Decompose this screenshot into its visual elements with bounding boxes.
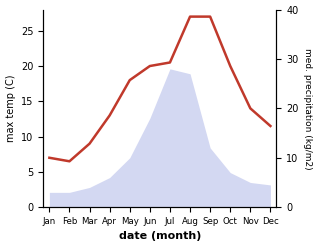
Y-axis label: med. precipitation (kg/m2): med. precipitation (kg/m2) (303, 48, 313, 169)
X-axis label: date (month): date (month) (119, 231, 201, 242)
Y-axis label: max temp (C): max temp (C) (5, 75, 16, 142)
